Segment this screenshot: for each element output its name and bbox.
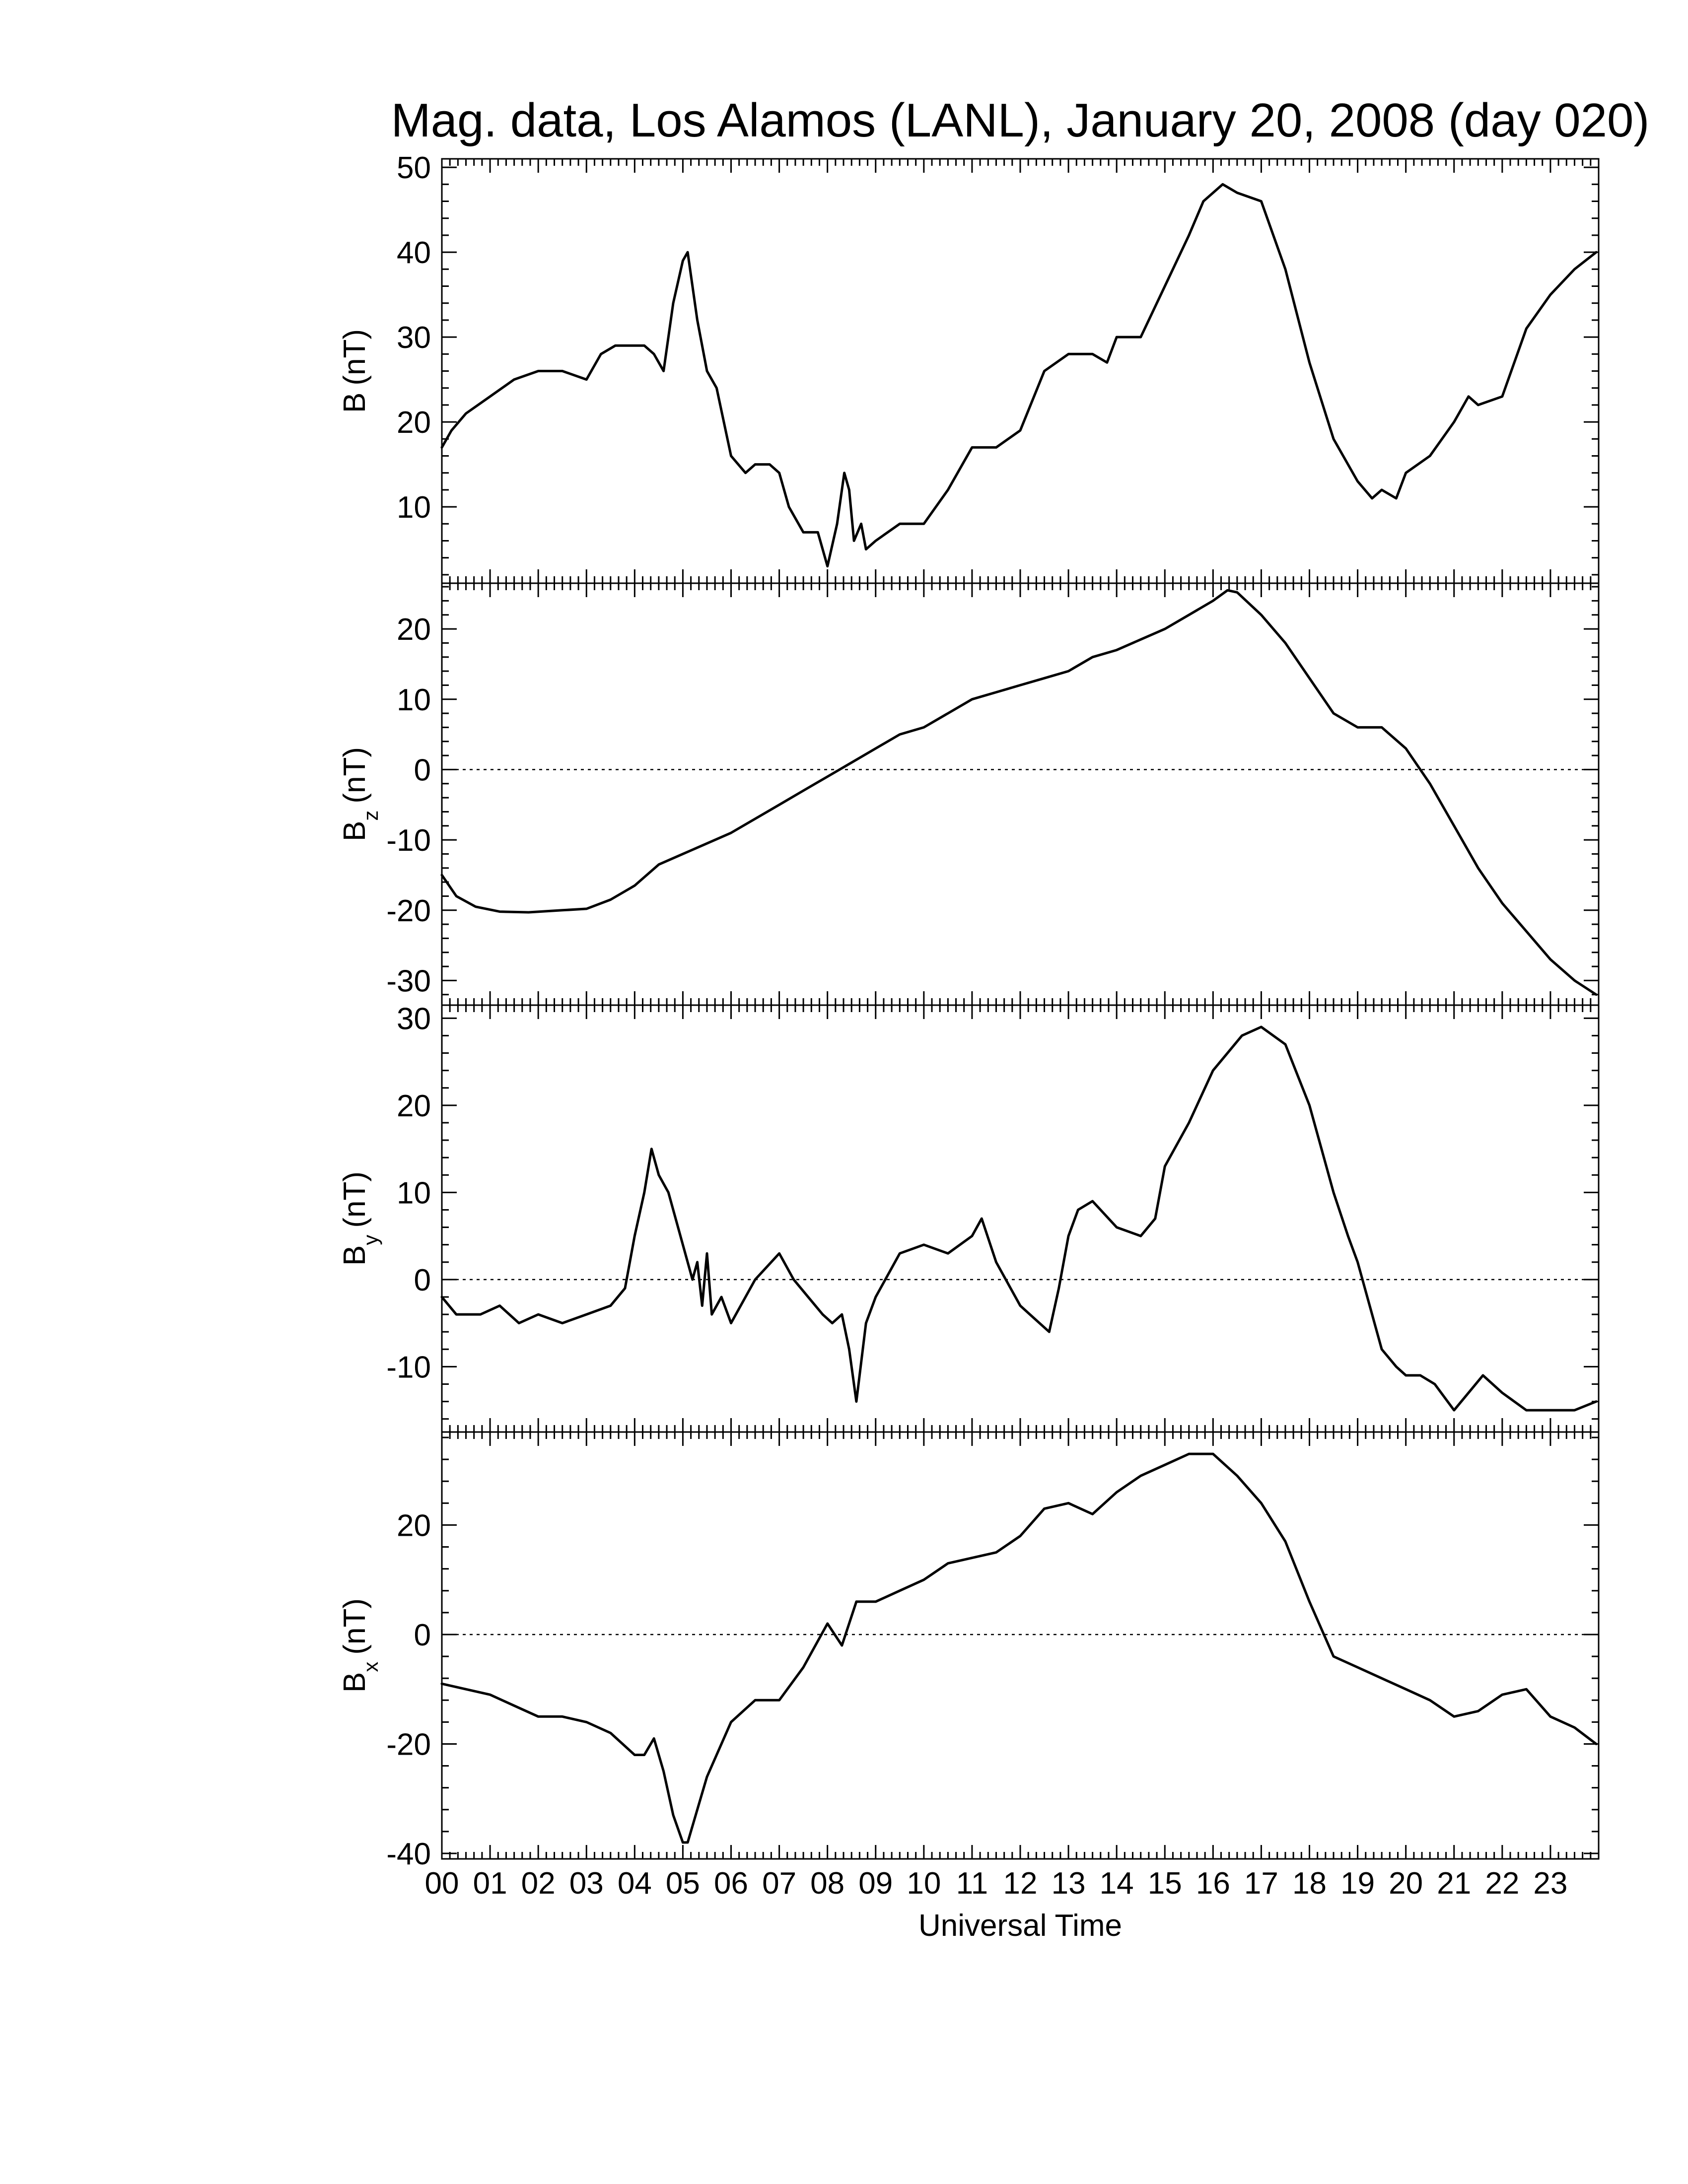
x-tick-label: 09 [858,1866,893,1901]
x-tick-label: 06 [714,1866,748,1901]
y-axis-label-subscript: z [359,811,382,821]
y-axis-label-unit: (nT) [338,747,372,804]
y-tick-label: 0 [414,1618,431,1652]
x-tick-label: 22 [1485,1866,1519,1901]
panel-frame [441,582,1600,1006]
chart-title: Mag. data, Los Alamos (LANL), January 20… [391,94,1650,147]
y-axis-label-base: B [338,1245,372,1266]
y-tick-label: 10 [397,1176,431,1210]
y-tick-label: -40 [386,1837,431,1871]
x-tick-labels: 00 01 02 03 04 05 06 07 08 09 10 11 12 13 14 15 16 17 18 19… [425,1866,1568,1901]
y-axis-label-unit: (nT) [338,329,372,386]
y-axis-label: By (nT) [338,1171,382,1266]
x-tick-label: 07 [762,1866,796,1901]
y-tick-label: 30 [397,321,431,355]
x-tick-label: 15 [1148,1866,1182,1901]
y-tick-label: -10 [386,823,431,858]
y-axis-label: B (nT) [338,329,372,413]
y-tick-label: -10 [386,1350,431,1384]
y-axis-label-unit: (nT) [338,1171,372,1228]
y-tick-label: 30 [397,1002,431,1036]
y-tick-label: 20 [397,1508,431,1543]
y-axis-label-subscript: x [359,1662,382,1672]
y-tick-label: 20 [397,406,431,440]
x-tick-label: 18 [1292,1866,1327,1901]
x-tick-label: 11 [956,1866,988,1901]
series-by-line [440,1025,1598,1412]
y-tick-label: 20 [397,613,431,647]
y-tick-label: -30 [386,964,431,998]
panel-group: 10 20 30 40 50 B (nT) -30 -20 -10 0 10 20 Bz (nT) -10 0 1… [338,151,1600,1871]
y-tick-label: 0 [414,753,431,787]
x-axis-label: Universal Time [918,1909,1122,1943]
x-tick-label: 04 [618,1866,652,1901]
series-bx-line [440,1452,1598,1844]
panel-frame [441,158,1600,584]
panel-frame [441,1431,1600,1860]
y-tick-label: 0 [414,1263,431,1297]
y-axis-label: Bz (nT) [338,747,382,841]
y-tick-label: 20 [397,1089,431,1123]
x-tick-label: 12 [1003,1866,1038,1901]
y-axis-label-unit: (nT) [338,1598,372,1655]
x-tick-label: 01 [473,1866,507,1901]
panel-bz: -30 -20 -10 0 10 20 Bz (nT) [338,582,1600,1006]
y-tick-label: -20 [386,1727,431,1762]
panel-frame [441,1004,1600,1433]
x-tick-label: 16 [1196,1866,1230,1901]
y-axis-label-subscript: y [359,1235,382,1245]
x-tick-label: 10 [907,1866,941,1901]
x-tick-label: 23 [1533,1866,1567,1901]
x-tick-label: 08 [810,1866,844,1901]
x-tick-label: 05 [666,1866,700,1901]
y-tick-label: 10 [397,490,431,525]
panel-b: 10 20 30 40 50 B (nT) [338,151,1600,584]
x-tick-label: 20 [1389,1866,1423,1901]
y-axis-label-base: B [338,393,372,413]
x-tick-label: 19 [1340,1866,1375,1901]
x-tick-label: 02 [521,1866,556,1901]
x-tick-label: 13 [1052,1866,1086,1901]
y-tick-label: 10 [397,683,431,717]
series-bz-line [440,589,1598,996]
x-tick-label: 21 [1437,1866,1471,1901]
x-tick-label: 03 [569,1866,604,1901]
y-axis-label-base: B [338,821,372,841]
y-axis-label: Bx (nT) [338,1598,382,1693]
panel-bx: -40 -20 0 20 Bx (nT) [338,1431,1600,1871]
x-tick-label: 14 [1100,1866,1134,1901]
panel-by: -10 0 10 20 30 By (nT) [338,1002,1600,1433]
y-tick-label: 40 [397,236,431,270]
y-tick-label: 50 [397,151,431,185]
series-b-line [440,183,1598,568]
x-tick-label: 17 [1244,1866,1278,1901]
y-axis-label-base: B [338,1672,372,1693]
x-tick-label: 00 [425,1866,459,1901]
y-tick-label: -20 [386,894,431,928]
